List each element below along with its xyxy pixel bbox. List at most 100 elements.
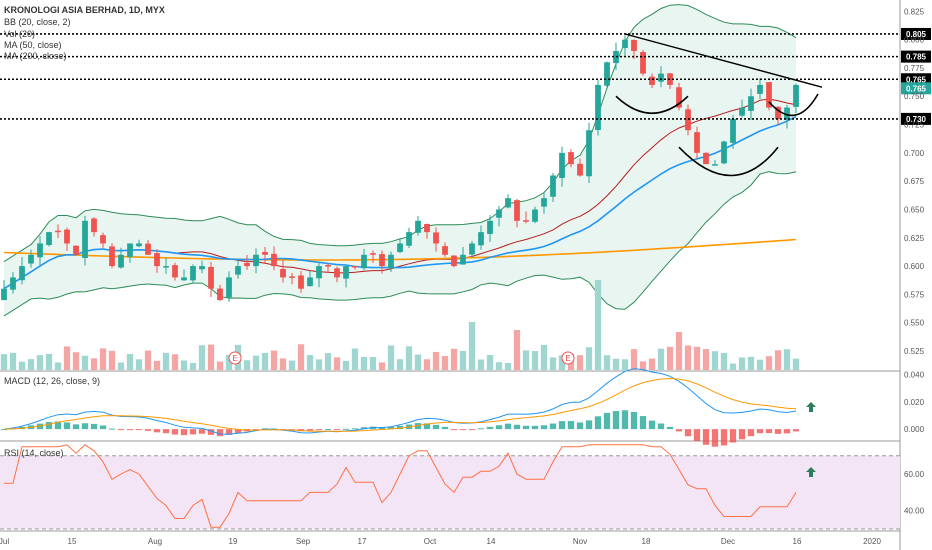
candle-body <box>730 118 736 143</box>
volume-bar <box>126 354 134 370</box>
candle-body <box>271 253 277 267</box>
rsi-pane: 60.00 40.00 <box>0 444 925 530</box>
macd-histogram-bar <box>522 425 530 430</box>
volume-bar <box>603 355 611 370</box>
macd-histogram-bar <box>711 429 719 447</box>
price-axis-tick: 0.625 <box>904 234 925 243</box>
rsi-title[interactable]: RSI (14, close) <box>4 448 64 458</box>
candle-body <box>244 262 250 267</box>
candle-body <box>586 130 592 177</box>
macd-histogram-bar <box>378 427 386 430</box>
volume-bar <box>522 350 530 370</box>
candle-body <box>784 107 790 120</box>
volume-bar <box>531 351 539 370</box>
candle-body <box>595 84 601 131</box>
candle-body <box>532 209 538 222</box>
volume-bar <box>612 358 620 370</box>
volume-bar <box>270 350 278 370</box>
price-tag-label: 0.805 <box>906 30 927 39</box>
macd-histogram-bar <box>585 420 593 430</box>
price-axis-tick: 0.700 <box>904 149 925 158</box>
time-axis-tick: Aug <box>148 537 162 546</box>
time-axis-tick: Jul <box>0 537 9 546</box>
indicator-vol[interactable]: Vol (20) <box>4 29 35 39</box>
candle-body <box>127 243 133 258</box>
macd-histogram-bar <box>639 416 647 430</box>
earnings-marker[interactable]: E <box>228 351 242 365</box>
macd-histogram-bar <box>558 421 566 430</box>
candle-body <box>190 266 196 281</box>
macd-histogram-bar <box>126 429 134 431</box>
volume-bar <box>450 348 458 370</box>
volume-bar <box>333 357 341 370</box>
volume-bar <box>36 355 44 370</box>
volume-bar <box>207 344 215 370</box>
volume-bar <box>540 344 548 370</box>
indicator-ma50[interactable]: MA (50, close) <box>4 40 62 50</box>
volume-bar <box>117 362 125 370</box>
candle-body <box>46 232 52 246</box>
candle-body <box>406 232 412 246</box>
candle-body <box>721 141 727 164</box>
candle-body <box>118 254 124 268</box>
indicator-bb[interactable]: BB (20, close, 2) <box>4 17 71 27</box>
volume-bar <box>351 348 359 370</box>
indicator-ma200[interactable]: MA (200, close) <box>4 51 67 61</box>
macd-histogram-bar <box>396 425 404 430</box>
candle-body <box>28 254 34 264</box>
bb-lower-line <box>3 171 797 317</box>
candle-body <box>658 73 664 82</box>
head-arc <box>678 146 779 177</box>
ma50-line <box>3 115 797 290</box>
volume-bar <box>657 348 665 370</box>
time-axis-tick: 14 <box>487 537 496 546</box>
candle-body <box>352 265 358 268</box>
macd-histogram-bar <box>90 423 98 430</box>
macd-title[interactable]: MACD (12, 26, close, 9) <box>4 376 100 386</box>
rsi-up-arrow-icon <box>806 467 816 477</box>
macd-line <box>3 368 797 435</box>
macd-axis-tick: 0.040 <box>904 371 925 380</box>
earnings-marker[interactable]: E <box>561 351 575 365</box>
moving-averages <box>3 115 797 290</box>
volume-bar <box>63 346 71 370</box>
candle-body <box>10 277 16 290</box>
volume-bar <box>144 350 152 370</box>
candle-body <box>631 40 637 51</box>
candle-body <box>487 220 493 234</box>
price-axis-tick: 0.600 <box>904 262 925 271</box>
volume-bar <box>711 351 719 370</box>
volume-bar <box>666 346 674 370</box>
candle-body <box>172 265 178 278</box>
candle-body <box>712 164 718 166</box>
volume-bar <box>171 354 179 370</box>
candle-body <box>649 76 655 85</box>
volume-bar <box>288 360 296 370</box>
candle-body <box>793 84 799 107</box>
candle-body <box>307 277 313 287</box>
candle-body <box>325 265 331 267</box>
volume-bar <box>432 351 440 370</box>
volume-bar <box>81 355 89 370</box>
candle-body <box>433 232 439 244</box>
macd-histogram-bar <box>612 411 620 430</box>
macd-histogram-bar <box>783 429 791 434</box>
candle-body <box>739 107 745 116</box>
macd-histogram-bar <box>45 422 53 430</box>
volume-bars <box>0 280 800 370</box>
candle-body <box>523 220 529 222</box>
volume-bar <box>216 361 224 370</box>
time-axis-tick: Nov <box>573 537 587 546</box>
macd-histogram-bar <box>81 423 89 430</box>
macd-histogram-bar <box>747 429 755 437</box>
bb-band-fill <box>4 4 796 316</box>
candle-body <box>460 254 466 265</box>
candle-body <box>145 243 151 255</box>
macd-histogram-bar <box>432 424 440 430</box>
macd-histogram-bar <box>693 429 701 442</box>
candle-body <box>235 266 241 275</box>
macd-histogram-bar <box>72 424 80 430</box>
volume-bar <box>27 359 35 370</box>
volume-bar <box>639 361 647 370</box>
